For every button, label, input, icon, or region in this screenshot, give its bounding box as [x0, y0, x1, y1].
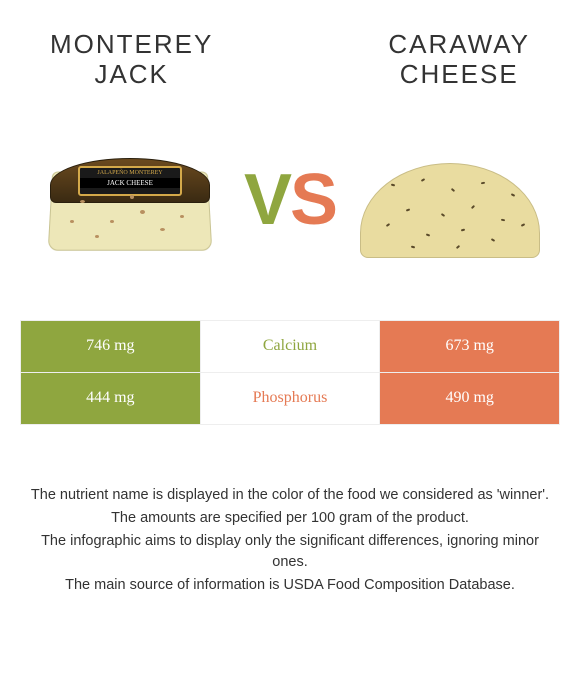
header: MONTEREY JACK CARAWAY CHEESE	[0, 0, 580, 100]
right-food-image	[350, 120, 550, 280]
vs-v-letter: V	[244, 160, 290, 240]
rind-label-main: JACK CHEESE	[80, 178, 180, 188]
footnotes: The nutrient name is displayed in the co…	[0, 425, 580, 596]
right-title-line1: CARAWAY	[388, 29, 530, 59]
footnote-line: The amounts are specified per 100 gram o…	[25, 508, 555, 529]
footnote-line: The nutrient name is displayed in the co…	[25, 485, 555, 506]
right-title-line2: CHEESE	[400, 59, 519, 89]
footnote-line: The main source of information is USDA F…	[25, 575, 555, 596]
footnote-line: The infographic aims to display only the…	[25, 531, 555, 573]
right-value-cell: 673 mg	[380, 320, 560, 372]
comparison-images-row: JALAPEÑO MONTEREY JACK CHEESE VS	[0, 100, 580, 320]
vs-s-letter: S	[290, 160, 336, 240]
nutrient-table: 746 mgCalcium673 mg444 mgPhosphorus490 m…	[20, 320, 560, 425]
left-value-cell: 444 mg	[21, 372, 201, 424]
nutrient-name-cell: Phosphorus	[200, 372, 380, 424]
left-food-image: JALAPEÑO MONTEREY JACK CHEESE	[30, 120, 230, 280]
left-title-line2: JACK	[94, 59, 168, 89]
table-row: 746 mgCalcium673 mg	[21, 320, 560, 372]
right-value-cell: 490 mg	[380, 372, 560, 424]
left-title-line1: MONTEREY	[50, 29, 213, 59]
left-value-cell: 746 mg	[21, 320, 201, 372]
table-row: 444 mgPhosphorus490 mg	[21, 372, 560, 424]
right-food-title: CARAWAY CHEESE	[388, 30, 530, 90]
rind-label-top: JALAPEÑO MONTEREY	[97, 170, 162, 176]
nutrient-name-cell: Calcium	[200, 320, 380, 372]
vs-label: VS	[244, 159, 336, 241]
left-food-title: MONTEREY JACK	[50, 30, 213, 90]
